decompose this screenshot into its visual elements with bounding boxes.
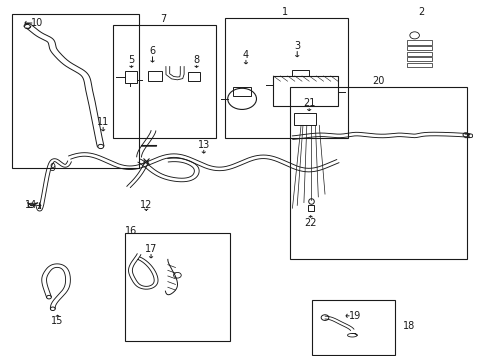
Text: 18: 18: [402, 321, 414, 332]
Bar: [112, 25, 215, 138]
Bar: [311, 300, 395, 355]
Bar: [148, 71, 161, 81]
Bar: [233, 87, 250, 96]
Bar: [273, 76, 337, 106]
Text: 6: 6: [149, 46, 155, 56]
Text: 1: 1: [282, 8, 288, 17]
Text: 11: 11: [97, 117, 109, 127]
Bar: [407, 63, 431, 67]
Text: 17: 17: [144, 244, 157, 254]
Bar: [225, 18, 347, 138]
Text: 21: 21: [303, 98, 315, 108]
Bar: [407, 57, 431, 62]
Bar: [292, 69, 308, 76]
Text: 16: 16: [124, 226, 137, 236]
Text: 13: 13: [197, 140, 209, 150]
Text: 7: 7: [160, 14, 166, 24]
Text: 3: 3: [294, 41, 300, 51]
Text: 5: 5: [128, 55, 134, 65]
Text: 10: 10: [31, 18, 43, 28]
Text: 19: 19: [348, 311, 360, 321]
Bar: [12, 14, 139, 168]
Text: 4: 4: [243, 50, 248, 60]
Bar: [407, 40, 431, 45]
Text: 9: 9: [50, 163, 56, 173]
Text: 20: 20: [372, 76, 384, 86]
Bar: [294, 113, 315, 125]
Bar: [124, 233, 230, 341]
Bar: [124, 71, 137, 83]
Text: 22: 22: [304, 218, 316, 228]
Text: 14: 14: [25, 201, 37, 210]
Text: 2: 2: [418, 8, 424, 17]
Text: 8: 8: [193, 55, 199, 65]
Text: 15: 15: [51, 316, 63, 326]
Bar: [187, 72, 200, 81]
Bar: [407, 46, 431, 50]
Text: 12: 12: [140, 200, 152, 210]
Bar: [289, 86, 467, 259]
Bar: [407, 51, 431, 56]
